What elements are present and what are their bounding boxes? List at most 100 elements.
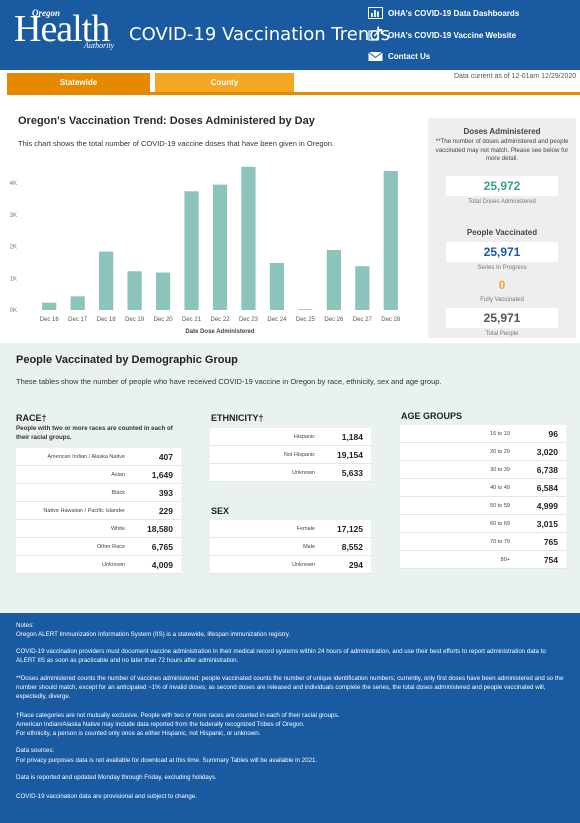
row-category: 60 to 69 [490, 521, 510, 527]
row-count: 393 [158, 488, 173, 498]
table-row: Unknown 294 [210, 556, 371, 574]
notes-line-2: COVID-19 vaccination providers must docu… [16, 648, 546, 664]
row-count: 6,738 [536, 465, 558, 475]
table-row: American Indian / Alaska Native 407 [16, 448, 181, 466]
chart-bar[interactable] [241, 166, 256, 310]
row-category: Black [111, 490, 125, 496]
row-category: 16 to 19 [490, 431, 510, 437]
total-people-value: 25,971 [446, 308, 558, 328]
table-row: Native Hawaiian / Pacific Islander 229 [16, 502, 181, 520]
table-row: White 18,580 [16, 520, 181, 538]
y-tick-label: 3K [10, 213, 17, 219]
link-vaccine-website-label: OHA's COVID-19 Vaccine Website [388, 30, 517, 40]
row-count: 96 [548, 429, 558, 439]
y-tick-label: 0K [10, 308, 17, 314]
total-doses-value: 25,972 [446, 176, 558, 196]
table-row: Other Race 6,765 [16, 538, 181, 556]
link-contact-us-label: Contact Us [388, 51, 431, 61]
sex-table: Female 17,125 Male 8,552 Unknown 294 [210, 520, 371, 574]
table-row: Female 17,125 [210, 520, 371, 538]
table-row: Black 393 [16, 484, 181, 502]
ethnicity-table: Hispanic 1,184 Not Hispanic 19,154 Unknown 5,… [210, 428, 371, 482]
tab-county[interactable]: County [155, 73, 294, 93]
chart-bar[interactable] [70, 296, 85, 310]
chart-bar[interactable] [355, 266, 370, 310]
table-row: 20 to 29 3,020 [400, 443, 566, 461]
x-tick-label: Dec 25 [296, 317, 316, 323]
chart-bar[interactable] [155, 272, 171, 310]
chart-description: This chart shows the total number of COV… [18, 139, 335, 148]
sources-line-1: For privacy purposes data is not availab… [16, 757, 318, 764]
row-count: 4,009 [151, 560, 173, 570]
y-tick-label: 2K [10, 245, 17, 251]
sex-heading: SEX [211, 506, 230, 516]
notes-line-4: †Race categories are not mutually exclus… [16, 712, 340, 737]
notes-line-3: **Doses administered counts the number o… [16, 675, 564, 700]
row-count: 229 [158, 506, 173, 516]
logo-health-text: Health [14, 8, 110, 50]
table-row: 70 to 79 765 [400, 533, 566, 551]
demographics-description: These tables show the number of people w… [16, 377, 442, 386]
link-data-dashboards[interactable]: OHA's COVID-19 Data Dashboards [368, 5, 519, 21]
envelope-icon [368, 51, 383, 61]
row-category: American Indian / Alaska Native [47, 454, 125, 460]
row-category: 30 to 39 [490, 467, 510, 473]
row-count: 4,999 [536, 501, 558, 511]
table-row: 40 to 49 6,584 [400, 479, 566, 497]
logo-authority-text: Authority [84, 41, 115, 50]
age-groups-heading: AGE GROUPS [401, 411, 463, 421]
row-category: White [110, 526, 125, 532]
row-category: Native Hawaiian / Pacific Islander [43, 508, 125, 514]
footer-notes: Notes: Oregon ALERT Immunization Informa… [0, 613, 580, 823]
race-note: People with two or more races are counte… [16, 425, 173, 441]
data-current-timestamp: Data current as of 12-01am 12/29/2020 [454, 73, 577, 80]
chart-bar[interactable] [99, 251, 114, 310]
row-count: 3,015 [536, 519, 558, 529]
row-category: 80+ [500, 557, 510, 563]
total-people-label: Total People [485, 331, 519, 337]
x-tick-label: Dec 16 [40, 317, 60, 323]
external-link-icon [368, 29, 383, 41]
link-contact-us[interactable]: Contact Us [368, 48, 430, 64]
row-category: Unknown [292, 470, 315, 476]
chart-bar[interactable] [269, 263, 285, 310]
link-vaccine-website[interactable]: OHA's COVID-19 Vaccine Website [368, 27, 516, 43]
table-row: 80+ 754 [400, 551, 566, 569]
chart-title: Oregon's Vaccination Trend: Doses Admini… [18, 115, 315, 127]
chart-bar[interactable] [298, 309, 313, 310]
ethnicity-heading: ETHNICITY† [211, 413, 264, 423]
chart-bar[interactable] [127, 271, 142, 310]
x-tick-label: Dec 24 [267, 317, 287, 323]
x-tick-label: Dec 19 [125, 317, 145, 323]
total-doses-label: Total Doses Administered [468, 199, 536, 205]
row-count: 1,649 [151, 470, 173, 480]
chart-bar[interactable] [326, 250, 341, 310]
row-count: 8,552 [341, 542, 363, 552]
row-count: 1,184 [341, 432, 363, 442]
x-tick-label: Dec 27 [353, 317, 373, 323]
row-count: 17,125 [337, 524, 363, 534]
logo-oregon-text: Oregon [32, 8, 61, 18]
chart-bar[interactable] [383, 170, 398, 310]
chart-bar[interactable] [212, 184, 228, 310]
x-axis-title: Date Dose Administered [185, 329, 254, 335]
table-row: Asian 1,649 [16, 466, 181, 484]
row-count: 6,765 [151, 542, 173, 552]
table-row: 30 to 39 6,738 [400, 461, 566, 479]
table-row: Not Hispanic 19,154 [210, 446, 371, 464]
row-category: Unknown [102, 562, 125, 568]
fully-vaccinated-value: 0 [498, 278, 506, 292]
race-heading: RACE† [16, 413, 47, 423]
doses-administered-heading: Doses Administered [463, 127, 541, 136]
row-count: 407 [158, 452, 173, 462]
row-count: 5,633 [341, 468, 363, 478]
chart-bar[interactable] [42, 302, 57, 310]
x-tick-label: Dec 20 [154, 317, 174, 323]
chart-bar[interactable] [184, 191, 199, 310]
tab-statewide[interactable]: Statewide [7, 73, 150, 93]
sources-heading: Data sources: [16, 747, 55, 754]
row-category: Not Hispanic [283, 452, 315, 458]
row-count: 294 [348, 560, 363, 570]
notes-line-1: Oregon ALERT Immunization Information Sy… [16, 631, 291, 638]
doses-note: **The number of doses administered and p… [435, 138, 569, 162]
